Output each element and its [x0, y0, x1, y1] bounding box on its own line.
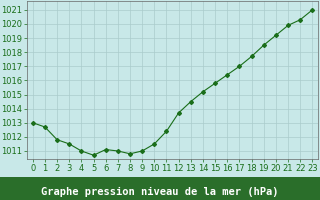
Text: Graphe pression niveau de la mer (hPa): Graphe pression niveau de la mer (hPa) — [41, 187, 279, 197]
